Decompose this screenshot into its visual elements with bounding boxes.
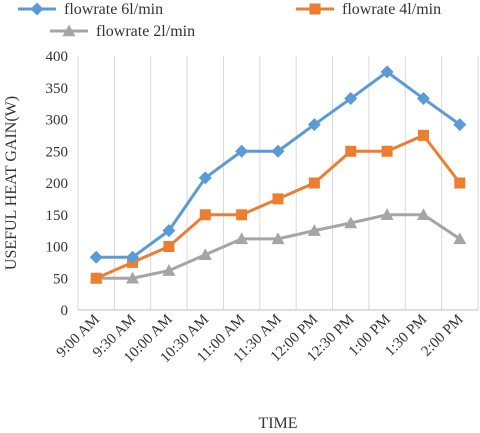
y-tick-label: 200 — [46, 176, 69, 192]
data-point — [454, 177, 466, 189]
data-point — [307, 118, 321, 132]
data-point — [236, 209, 248, 221]
x-axis-title: TIME — [258, 415, 297, 432]
y-tick-label: 300 — [46, 113, 69, 129]
data-point — [381, 145, 393, 157]
legend-label: flowrate 6l/min — [64, 1, 163, 18]
data-point — [307, 224, 321, 236]
y-tick-label: 400 — [46, 49, 69, 65]
data-point — [198, 171, 212, 185]
data-point — [162, 264, 176, 276]
y-tick-label: 50 — [53, 271, 68, 287]
data-point — [380, 65, 394, 79]
legend-marker — [62, 24, 76, 37]
data-point — [416, 92, 430, 106]
data-point — [271, 144, 285, 158]
data-point — [416, 208, 430, 220]
data-point — [453, 118, 467, 132]
data-point — [272, 193, 284, 205]
data-point — [417, 129, 429, 141]
data-point — [90, 272, 102, 284]
data-point — [344, 216, 358, 229]
y-tick-label: 350 — [46, 81, 69, 97]
data-point — [162, 224, 176, 238]
data-point — [235, 232, 249, 245]
data-point — [163, 241, 175, 252]
data-point — [89, 250, 103, 264]
y-tick-label: 100 — [46, 240, 69, 256]
data-point — [235, 144, 249, 158]
grid — [77, 56, 479, 310]
series — [89, 65, 467, 284]
data-point — [126, 250, 140, 264]
legend: flowrate 6l/min flowrate 4l/min flowrate 2… — [18, 1, 441, 40]
legend-label: flowrate 4l/min — [342, 1, 441, 18]
legend-label: flowrate 2l/min — [96, 23, 195, 40]
y-tick-label: 150 — [46, 208, 69, 224]
data-point — [271, 232, 285, 245]
data-point — [198, 248, 212, 260]
data-point — [126, 271, 140, 284]
data-point — [308, 177, 320, 189]
data-point — [344, 92, 358, 106]
legend-marker — [30, 2, 44, 16]
legend-marker — [309, 3, 321, 15]
y-tick-label: 0 — [61, 303, 69, 319]
y-axis-title: USEFUL HEAT GAIN(W) — [3, 96, 20, 270]
data-point — [345, 145, 357, 157]
data-point — [380, 208, 394, 220]
data-point — [199, 209, 211, 221]
data-point — [453, 232, 467, 245]
y-tick-label: 250 — [46, 144, 69, 160]
